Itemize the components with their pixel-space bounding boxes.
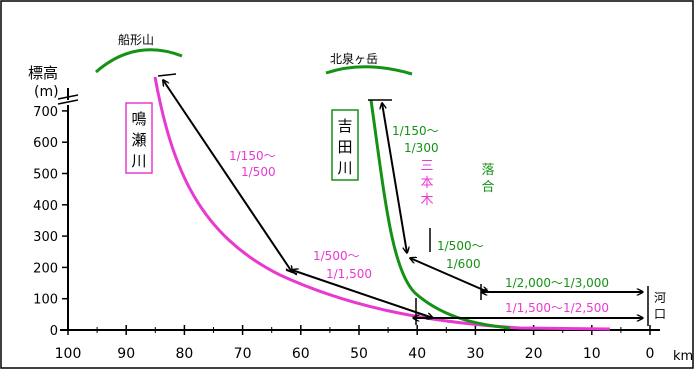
y-tick-label: 0: [50, 324, 58, 339]
y-tick-label: 200: [33, 261, 58, 276]
ochiai-label-char: 合: [481, 180, 494, 195]
x-tick-label: 50: [350, 346, 368, 362]
kitaizumi-mountain-shape: [325, 65, 413, 76]
ochiai-label-char: 落: [481, 163, 494, 178]
naruse-upper-slope: 1/500: [241, 165, 276, 179]
yoshida-label-box: [331, 109, 359, 181]
x-tick-label: 10: [583, 346, 601, 362]
kakou-label-char: 口: [654, 307, 666, 321]
sanbongi-label-char: 三: [420, 159, 433, 174]
yoshida-middle-slope: 1/600: [446, 257, 481, 271]
naruse-upper-arrow: [163, 80, 292, 272]
yoshida-upper-slope: 1/300: [404, 141, 439, 155]
x-tick-group: 100 90 80 70 60 50 40 30 20 10 0: [55, 325, 655, 362]
kakou-label-char: 河: [654, 291, 666, 305]
x-tick-label: 100: [55, 346, 82, 362]
naruse-lower-slope: 1/1,500～1/2,500: [505, 301, 609, 315]
x-tick-label: 70: [234, 346, 252, 362]
y-tick-label: 600: [33, 136, 58, 151]
naruse-label-char: 鳴: [131, 110, 146, 128]
yoshida-label-char: 田: [337, 138, 352, 156]
yoshida-label-char: 吉: [337, 117, 352, 135]
axis-break-mark: [57, 94, 79, 100]
y-tick-group: 0 100 200 300 400 500 600 700: [33, 105, 68, 339]
naruse-middle-slope: 1/1,500: [326, 267, 372, 281]
kitaizumi-label: 北泉ヶ岳: [330, 52, 378, 66]
x-tick-label: 60: [292, 346, 310, 362]
funagata-label: 船形山: [118, 33, 154, 47]
yoshida-label-char: 川: [337, 159, 352, 177]
x-tick-label: 30: [466, 346, 484, 362]
x-axis-unit: km: [673, 349, 693, 364]
y-axis-title: 標高: [28, 64, 58, 82]
x-tick-label: 0: [646, 346, 655, 362]
y-tick-label: 700: [33, 105, 58, 120]
naruse-middle-slope: 1/500～: [313, 249, 360, 263]
x-tick-label: 80: [175, 346, 193, 362]
yoshida-lower-slope: 1/2,000～1/3,000: [505, 276, 609, 290]
segment-marker: [157, 73, 177, 77]
y-tick-label: 100: [33, 293, 58, 308]
sanbongi-label-char: 木: [420, 193, 433, 208]
axis-break-mark: [57, 99, 79, 105]
x-tick-label: 40: [408, 346, 426, 362]
y-tick-label: 500: [33, 168, 58, 183]
naruse-upper-slope: 1/150～: [229, 149, 276, 163]
y-tick-label: 300: [33, 230, 58, 245]
yoshida-upper-slope: 1/150～: [392, 124, 439, 138]
naruse-middle-arrow: [292, 270, 433, 318]
yoshida-middle-arrow: [410, 258, 488, 292]
funagata-mountain-shape: [95, 48, 183, 74]
y-axis-unit: (m): [34, 84, 59, 100]
yoshida-gradient-arrows: [368, 99, 649, 326]
naruse-label-char: 川: [131, 152, 146, 170]
x-tick-label: 20: [525, 346, 543, 362]
naruse-label-char: 瀬: [131, 131, 146, 149]
yoshida-middle-slope: 1/500～: [437, 239, 484, 253]
x-tick-label: 90: [117, 346, 135, 362]
yoshida-upper-arrow: [382, 103, 407, 253]
y-tick-label: 400: [33, 199, 58, 214]
naruse-label-box: [125, 102, 153, 174]
sanbongi-label-char: 本: [420, 176, 433, 191]
naruse-gradient-arrows: [157, 73, 643, 325]
